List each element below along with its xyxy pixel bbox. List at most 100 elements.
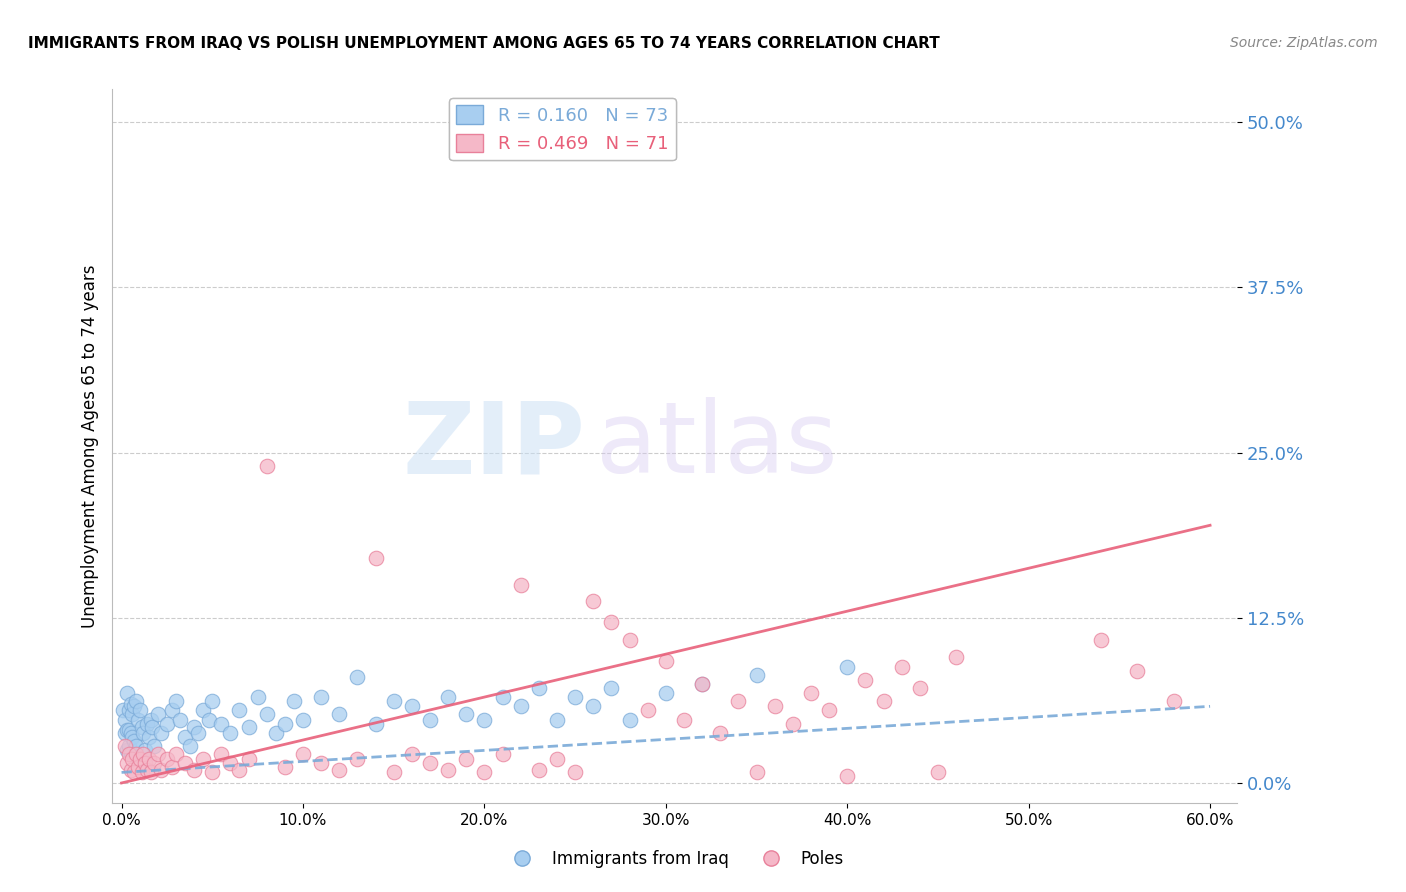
- Point: [193, 703, 215, 717]
- Point: [872, 694, 894, 708]
- Point: [456, 752, 478, 766]
- Text: Source: ZipAtlas.com: Source: ZipAtlas.com: [1230, 36, 1378, 50]
- Point: [619, 633, 641, 648]
- Point: [120, 763, 142, 777]
- Text: IMMIGRANTS FROM IRAQ VS POLISH UNEMPLOYMENT AMONG AGES 65 TO 74 YEARS CORRELATIO: IMMIGRANTS FROM IRAQ VS POLISH UNEMPLOYM…: [28, 36, 939, 51]
- Point: [122, 765, 145, 780]
- Point: [564, 690, 586, 704]
- Point: [927, 765, 949, 780]
- Point: [1126, 664, 1149, 678]
- Point: [382, 765, 405, 780]
- Point: [328, 763, 350, 777]
- Point: [114, 725, 136, 739]
- Point: [169, 713, 191, 727]
- Point: [853, 673, 876, 687]
- Point: [138, 752, 160, 766]
- Text: ZIP: ZIP: [402, 398, 585, 494]
- Point: [309, 690, 332, 704]
- Point: [141, 721, 163, 735]
- Point: [800, 686, 823, 700]
- Point: [328, 707, 350, 722]
- Point: [201, 694, 224, 708]
- Point: [546, 752, 568, 766]
- Text: atlas: atlas: [596, 398, 838, 494]
- Point: [201, 765, 224, 780]
- Point: [238, 721, 260, 735]
- Point: [127, 713, 149, 727]
- Point: [146, 707, 169, 722]
- Point: [209, 747, 232, 761]
- Point: [238, 752, 260, 766]
- Point: [600, 615, 623, 629]
- Point: [527, 681, 550, 695]
- Point: [219, 725, 242, 739]
- Point: [672, 713, 695, 727]
- Point: [274, 760, 297, 774]
- Point: [309, 756, 332, 771]
- Point: [134, 756, 156, 771]
- Point: [546, 713, 568, 727]
- Point: [162, 760, 184, 774]
- Point: [114, 713, 136, 727]
- Point: [128, 752, 150, 766]
- Point: [187, 725, 209, 739]
- Point: [690, 677, 713, 691]
- Point: [174, 730, 197, 744]
- Point: [256, 458, 278, 473]
- Point: [491, 690, 513, 704]
- Point: [283, 694, 305, 708]
- Point: [134, 743, 156, 757]
- Point: [782, 716, 804, 731]
- Point: [209, 716, 232, 731]
- Point: [346, 752, 368, 766]
- Point: [125, 694, 148, 708]
- Point: [122, 733, 145, 747]
- Point: [118, 739, 141, 753]
- Point: [509, 699, 531, 714]
- Point: [364, 716, 387, 731]
- Point: [120, 697, 142, 711]
- Point: [162, 703, 184, 717]
- Point: [564, 765, 586, 780]
- Point: [745, 667, 768, 681]
- Point: [582, 593, 605, 607]
- Point: [745, 765, 768, 780]
- Point: [264, 725, 287, 739]
- Y-axis label: Unemployment Among Ages 65 to 74 years: Unemployment Among Ages 65 to 74 years: [80, 264, 98, 628]
- Point: [246, 690, 269, 704]
- Point: [150, 763, 173, 777]
- Point: [655, 686, 678, 700]
- Point: [115, 686, 138, 700]
- Legend: Immigrants from Iraq, Poles: Immigrants from Iraq, Poles: [499, 844, 851, 875]
- Point: [125, 739, 148, 753]
- Point: [890, 659, 912, 673]
- Point: [114, 739, 136, 753]
- Point: [474, 765, 496, 780]
- Point: [125, 747, 148, 761]
- Point: [174, 756, 197, 771]
- Point: [156, 716, 179, 731]
- Point: [138, 730, 160, 744]
- Point: [131, 765, 153, 780]
- Point: [115, 743, 138, 757]
- Point: [228, 703, 250, 717]
- Point: [491, 747, 513, 761]
- Point: [291, 713, 314, 727]
- Point: [121, 707, 143, 722]
- Point: [120, 747, 142, 761]
- Point: [122, 699, 145, 714]
- Point: [120, 725, 142, 739]
- Point: [139, 713, 162, 727]
- Point: [837, 659, 859, 673]
- Point: [118, 723, 141, 738]
- Point: [156, 752, 179, 766]
- Point: [637, 703, 659, 717]
- Point: [165, 694, 187, 708]
- Point: [474, 713, 496, 727]
- Point: [291, 747, 314, 761]
- Point: [908, 681, 931, 695]
- Point: [818, 703, 841, 717]
- Point: [183, 763, 205, 777]
- Point: [619, 713, 641, 727]
- Point: [401, 699, 423, 714]
